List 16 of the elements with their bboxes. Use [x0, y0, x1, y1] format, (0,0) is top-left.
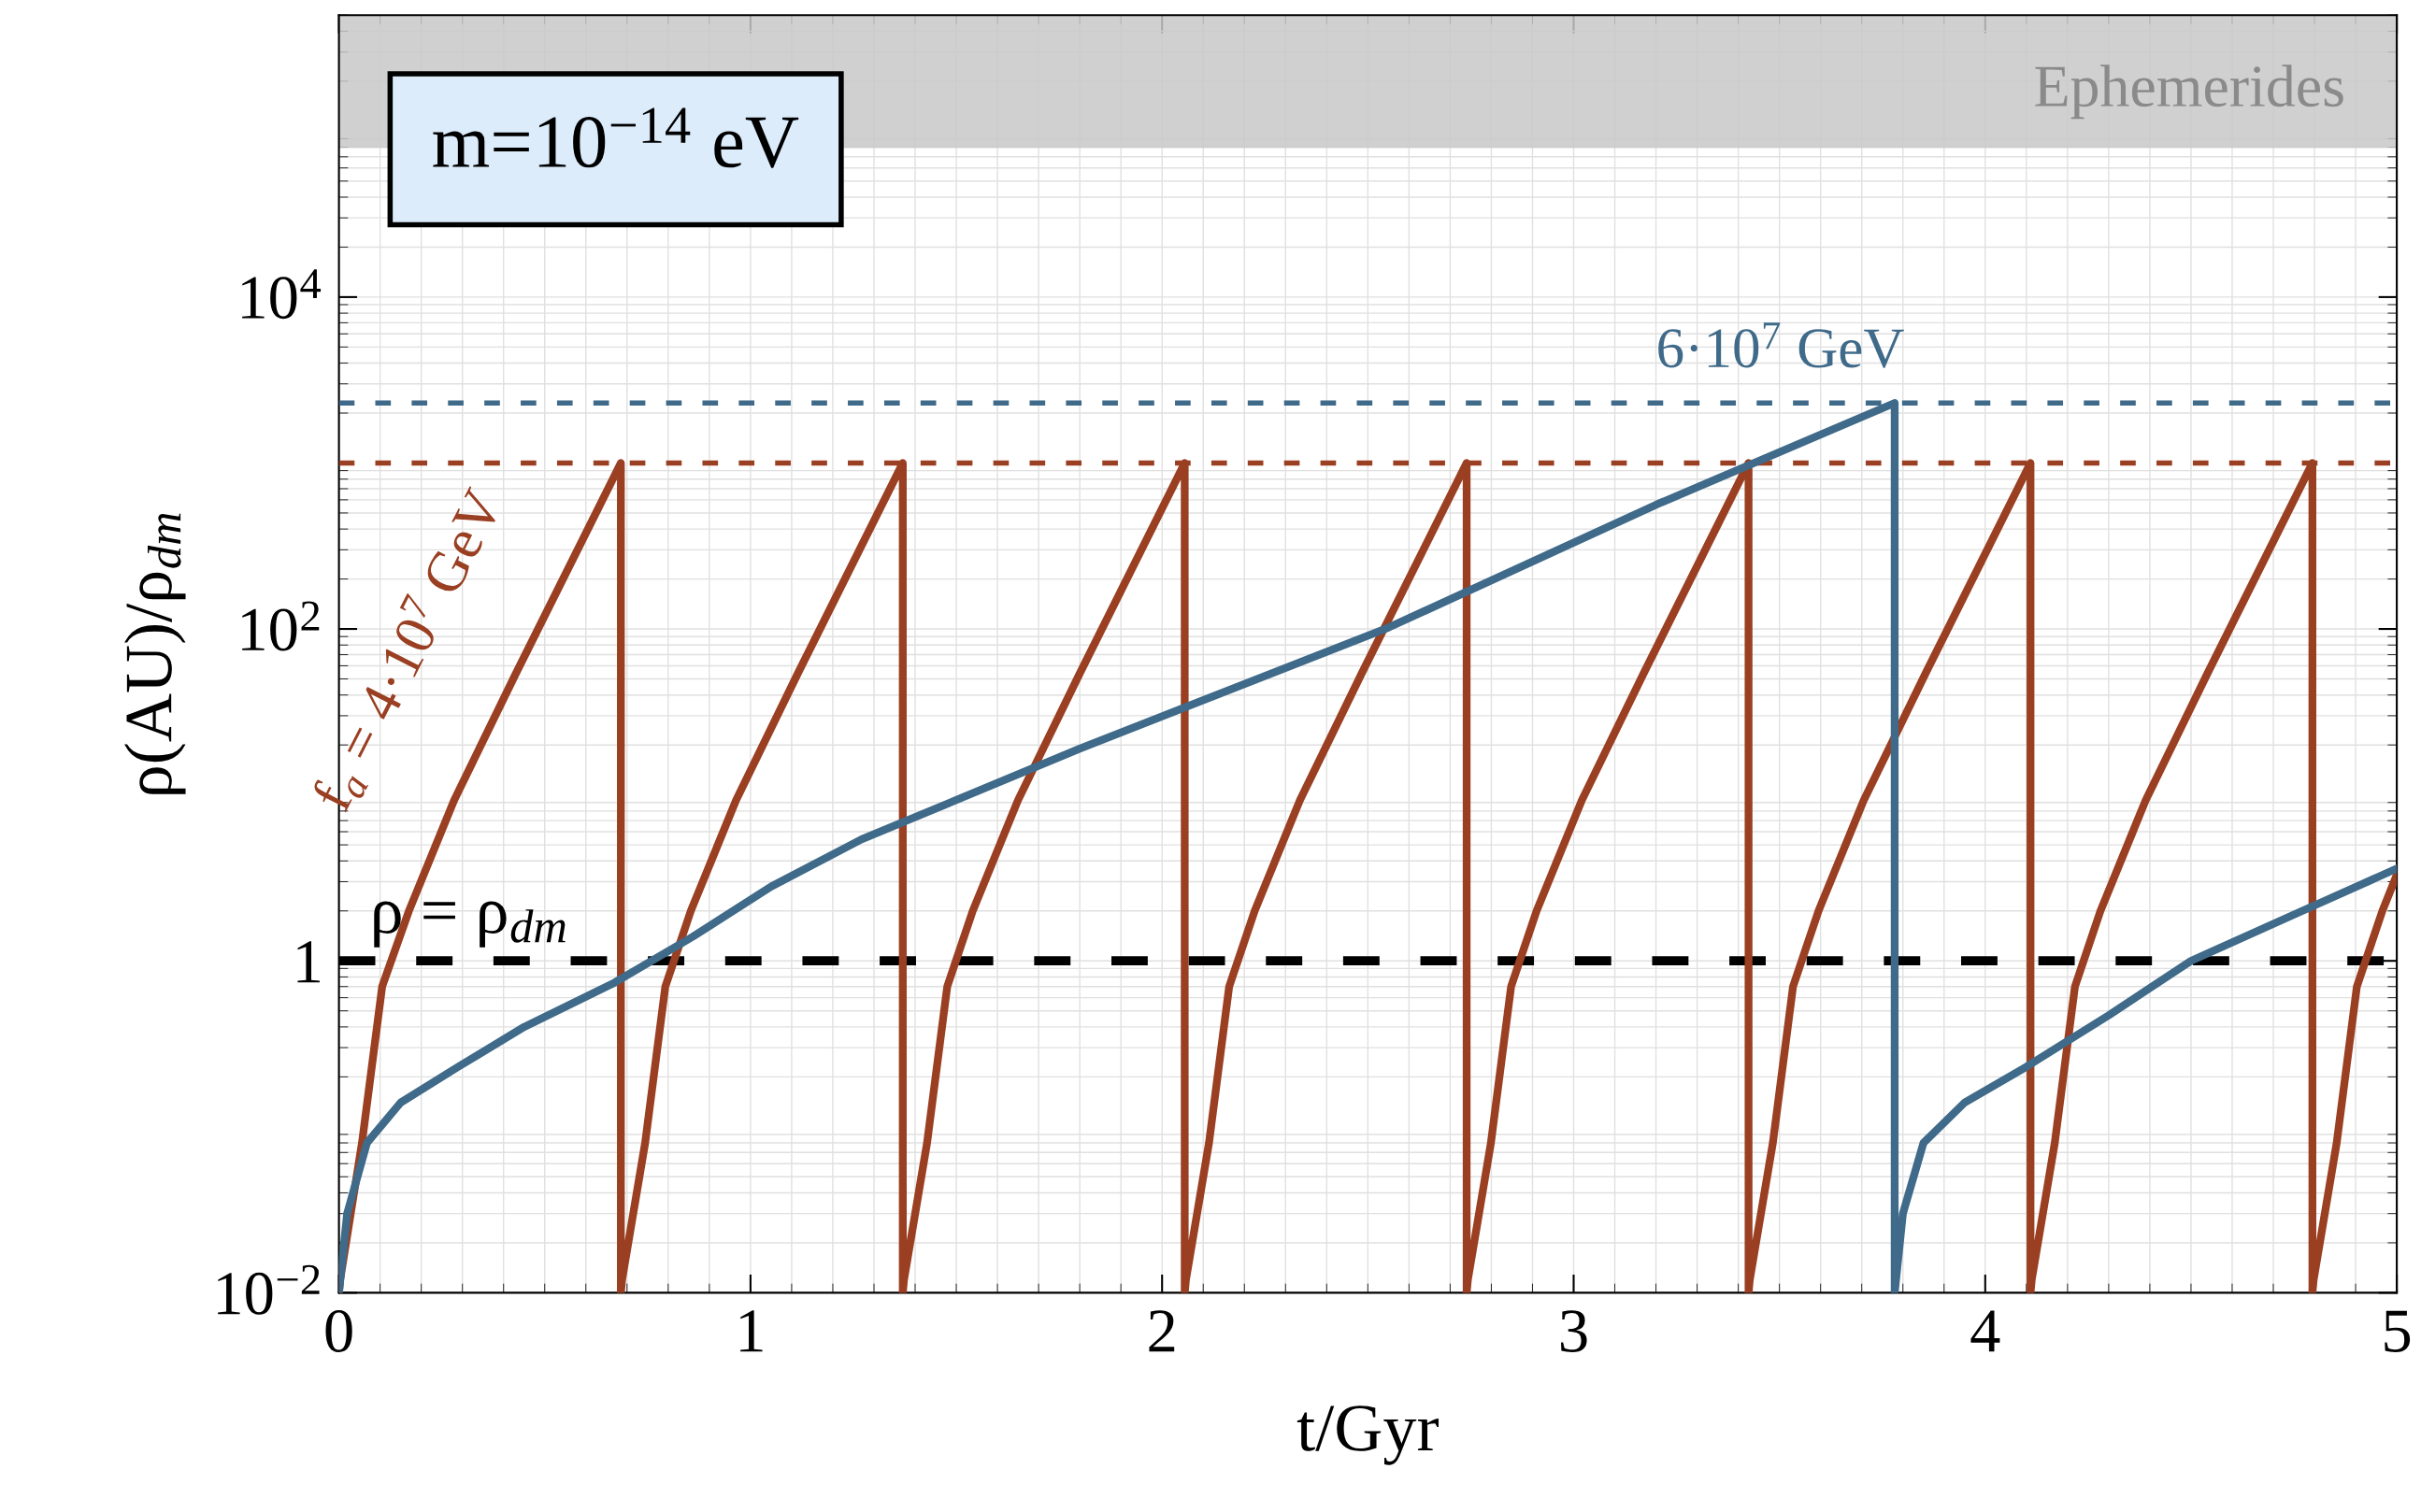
y-tick-label: 10$^{2}$ — [242, 601, 320, 651]
y-axis-title: ρ(AU)/ρ$_{dm}$ — [124, 513, 186, 794]
y-tick-label: 10$^{4}$ — [242, 269, 322, 320]
band-label: Ephemerides — [2035, 64, 2343, 120]
x-axis-title: t/Gyr — [1296, 1405, 1439, 1465]
x-tick-label: 0 — [325, 1309, 352, 1352]
annotation: ρ = ρ$_{dm}$ — [374, 901, 566, 948]
y-tick-label: 10$^{−2}$ — [218, 1264, 320, 1315]
annotation: m=10$^{−14}$ eV — [433, 107, 799, 168]
y-tick-label: 1 — [297, 941, 320, 983]
x-tick-label: 4 — [1970, 1310, 2000, 1352]
x-tick-label: 2 — [1149, 1310, 1175, 1352]
x-tick-label: 5 — [2385, 1310, 2411, 1352]
x-tick-label: 3 — [1561, 1310, 1587, 1352]
x-tick-label: 1 — [740, 1310, 763, 1352]
annotation: 6·10$^{7}$ GeV — [1658, 322, 1904, 368]
